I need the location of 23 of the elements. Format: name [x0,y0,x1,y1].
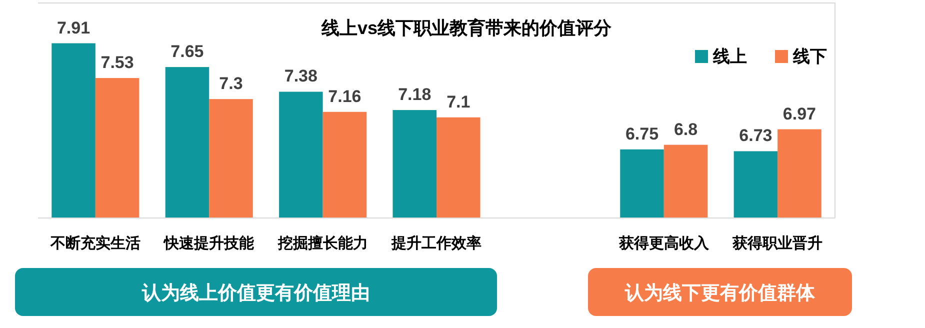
x-tick-label: 不断充实生活 [49,234,140,252]
data-label: 7.1 [446,92,470,112]
data-label: 6.8 [674,120,698,139]
data-label: 7.18 [398,85,432,104]
data-label: 6.73 [739,126,772,146]
x-tick-label: 获得更高收入 [618,234,710,252]
text: 认为线上价值更有价值理由 [141,282,370,304]
text: 线上vs线下职业教育带来的价值评分 [320,17,613,38]
x-tick-label: 获得职业晋升 [732,235,823,252]
data-label: 6.75 [625,124,659,144]
legend-label: 线上 [712,47,747,66]
data-label: 7.38 [284,66,318,86]
data-label: 7.16 [328,86,362,106]
text: 认为线下更有价值群体 [624,282,816,304]
data-label: 6.97 [782,104,816,124]
data-label: 7.53 [100,53,134,72]
x-tick-label: 挖掘擅长能力 [276,234,368,252]
data-label: 7.3 [219,74,243,94]
data-label: 7.91 [56,18,90,38]
legend-label: 线下 [792,47,827,66]
x-tick-label: 提升工作效率 [390,234,482,252]
data-label: 7.65 [170,42,204,62]
x-tick-label: 快速提升技能 [163,235,256,252]
